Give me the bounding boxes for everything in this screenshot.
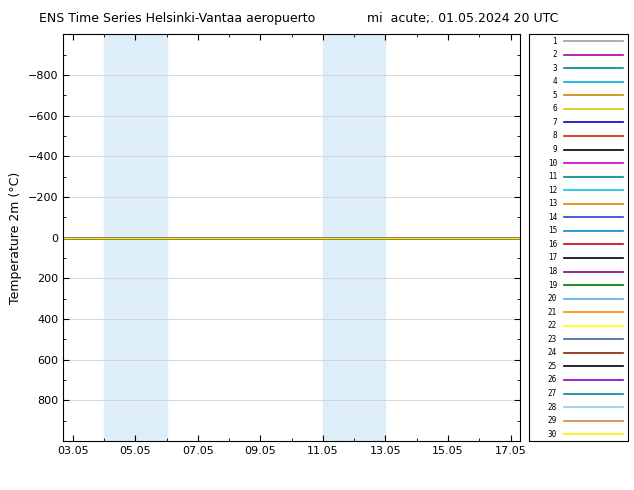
Text: 1: 1 <box>552 37 557 46</box>
Text: 26: 26 <box>548 375 557 385</box>
Text: 4: 4 <box>552 77 557 86</box>
Bar <box>104 34 167 441</box>
Text: 30: 30 <box>548 430 557 439</box>
Text: 24: 24 <box>548 348 557 357</box>
Text: 20: 20 <box>548 294 557 303</box>
Text: 27: 27 <box>548 389 557 398</box>
Text: 13: 13 <box>548 199 557 208</box>
Text: 5: 5 <box>552 91 557 100</box>
Bar <box>323 34 385 441</box>
Text: 14: 14 <box>548 213 557 222</box>
Text: ENS Time Series Helsinki-Vantaa aeropuerto: ENS Time Series Helsinki-Vantaa aeropuer… <box>39 12 316 25</box>
Text: 16: 16 <box>548 240 557 249</box>
Text: 21: 21 <box>548 308 557 317</box>
Text: 10: 10 <box>548 159 557 168</box>
Text: 15: 15 <box>548 226 557 235</box>
Text: 2: 2 <box>552 50 557 59</box>
Text: 18: 18 <box>548 267 557 276</box>
Text: 22: 22 <box>548 321 557 330</box>
Text: 29: 29 <box>548 416 557 425</box>
Text: 25: 25 <box>548 362 557 371</box>
Text: 19: 19 <box>548 281 557 290</box>
Text: 12: 12 <box>548 186 557 195</box>
Bar <box>529 34 628 441</box>
Text: 9: 9 <box>552 145 557 154</box>
Text: 8: 8 <box>552 131 557 141</box>
Text: 7: 7 <box>552 118 557 127</box>
Text: 17: 17 <box>548 253 557 263</box>
Text: 11: 11 <box>548 172 557 181</box>
Text: 28: 28 <box>548 403 557 412</box>
Text: mi  acute;. 01.05.2024 20 UTC: mi acute;. 01.05.2024 20 UTC <box>367 12 559 25</box>
Y-axis label: Temperature 2m (°C): Temperature 2m (°C) <box>10 172 22 304</box>
Text: 3: 3 <box>552 64 557 73</box>
Text: 6: 6 <box>552 104 557 113</box>
Text: 23: 23 <box>548 335 557 344</box>
